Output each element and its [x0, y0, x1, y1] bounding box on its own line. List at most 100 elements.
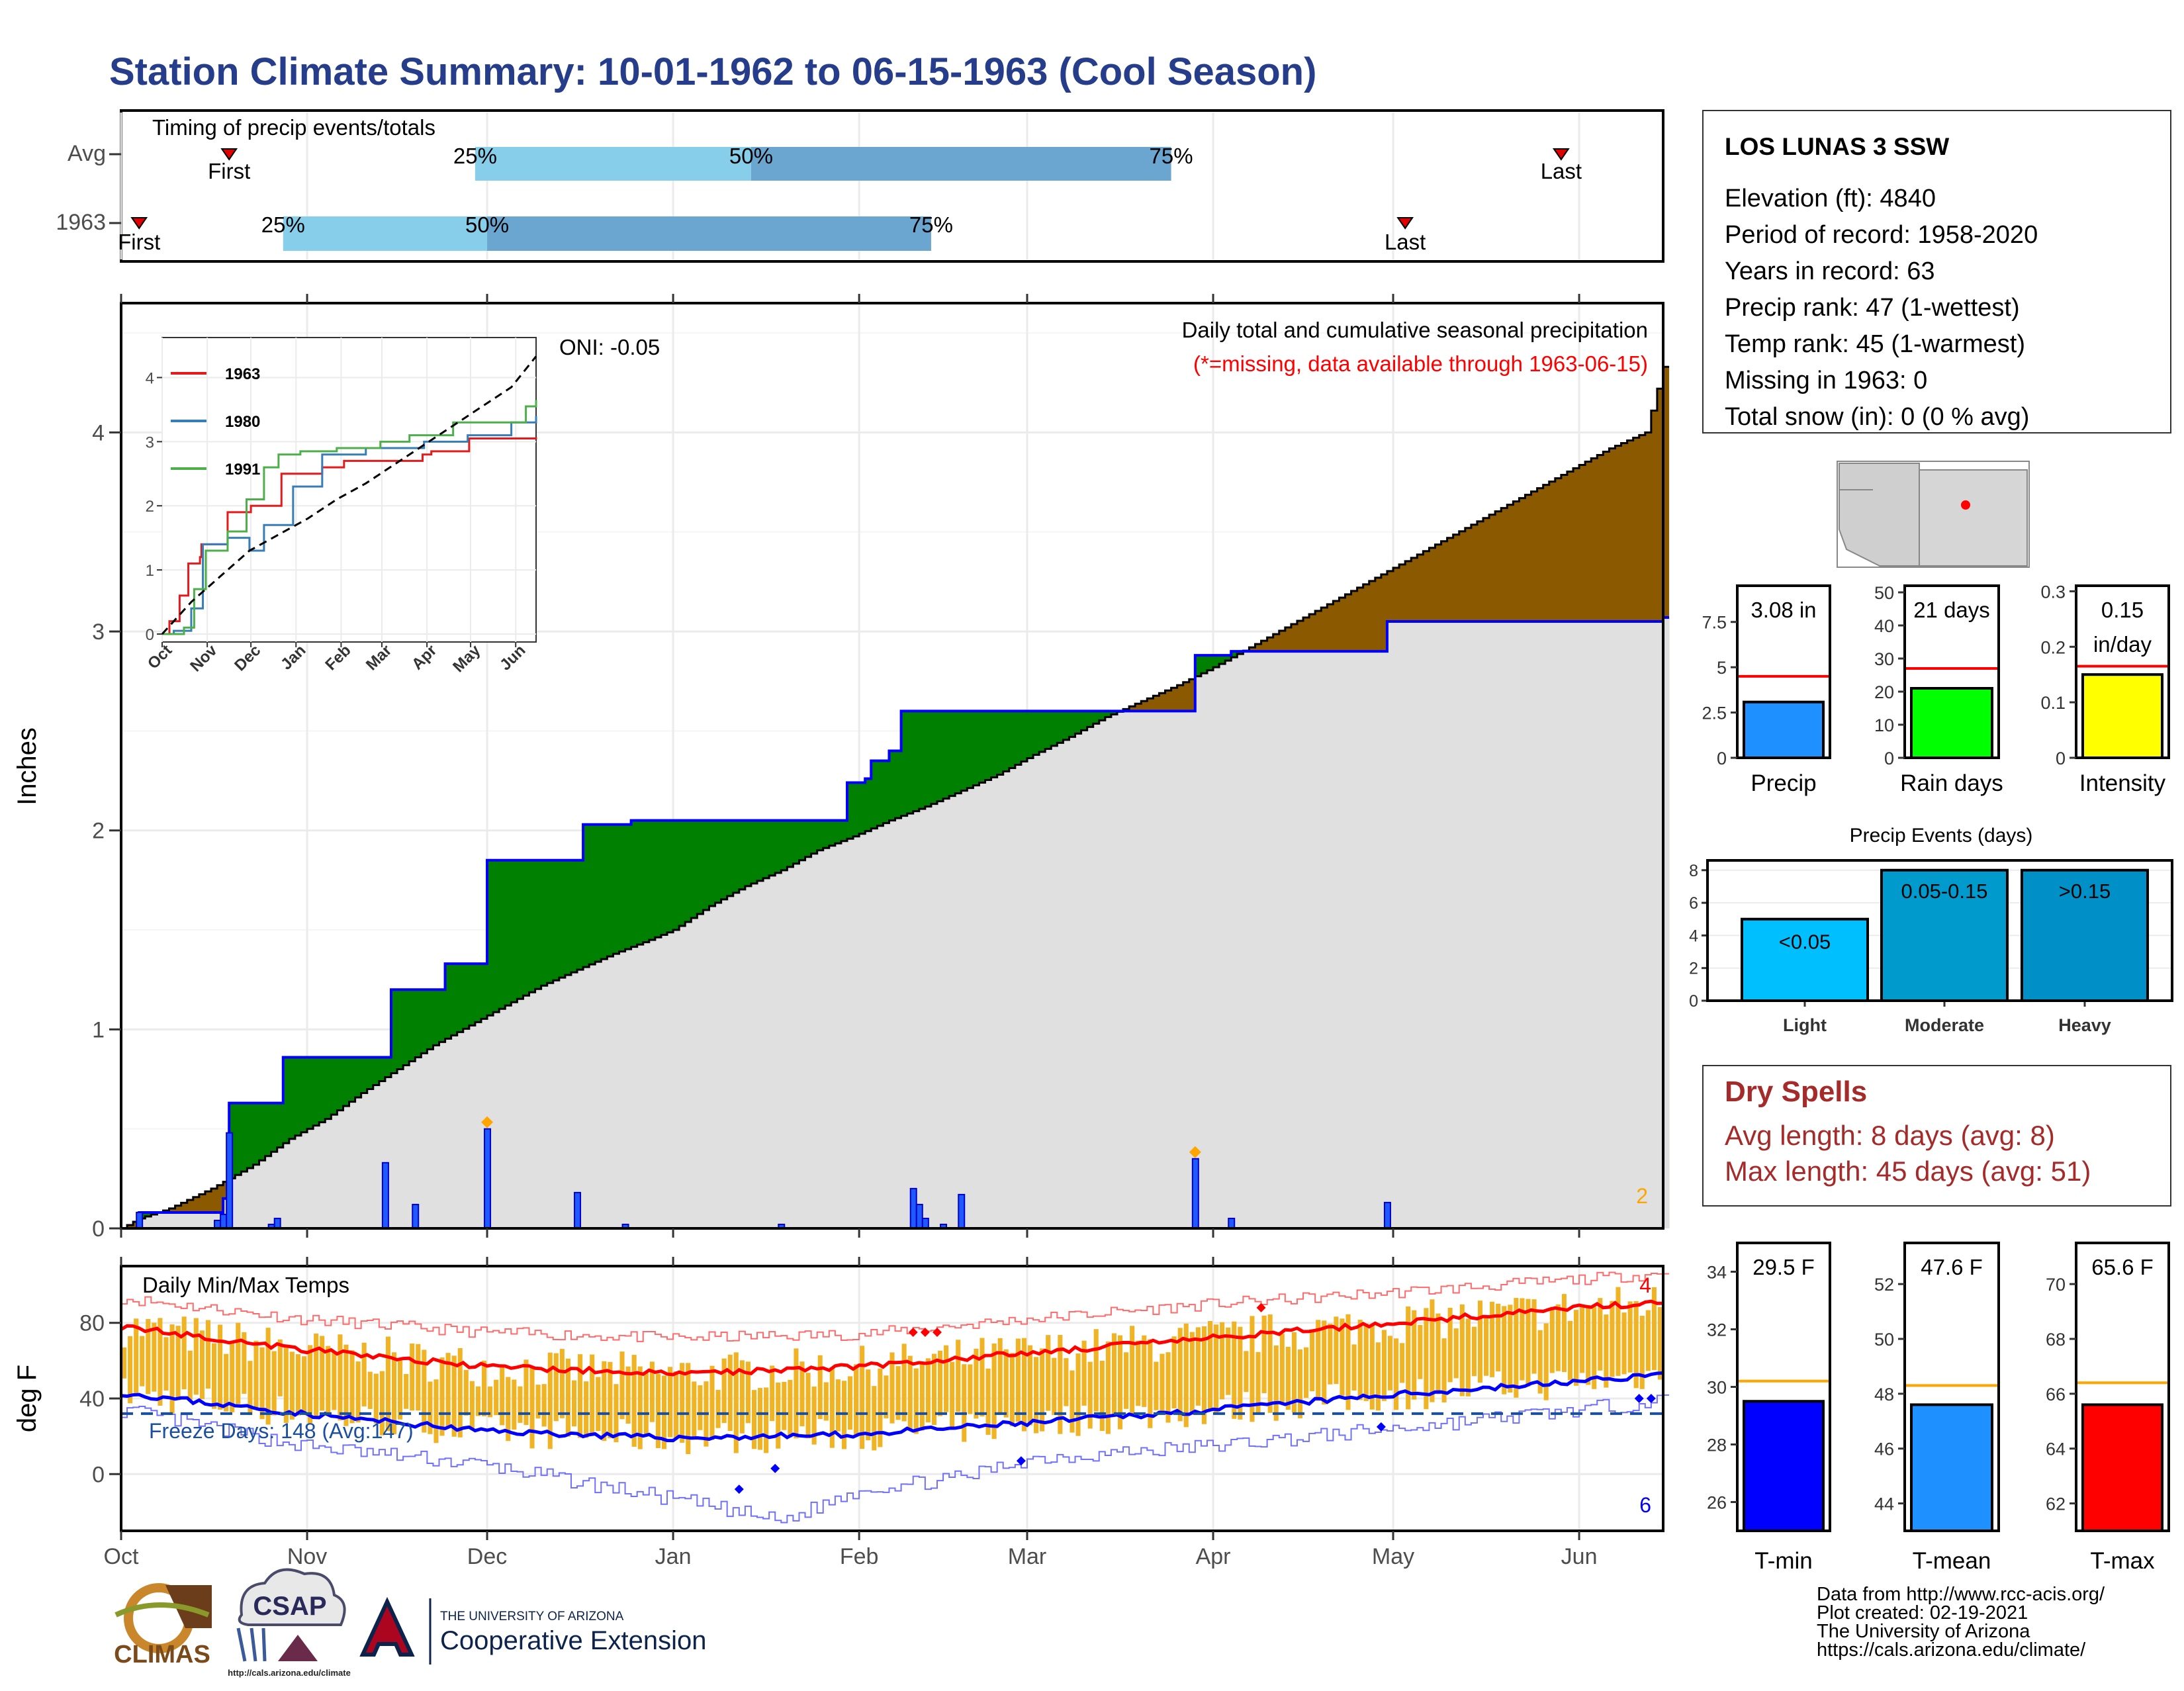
summary-y-tick-label: 0: [2056, 749, 2066, 768]
timing-grid: [120, 113, 1580, 259]
temp-daily-bar: [1340, 1318, 1345, 1396]
temp-daily-bar: [1064, 1358, 1069, 1406]
temp-daily-bar: [1285, 1346, 1291, 1410]
summary-category-label: Precip: [1751, 770, 1816, 796]
station-info-frame: [1702, 110, 2171, 434]
temp-daily-bar: [1418, 1324, 1423, 1379]
summary-y-tick-label: 44: [1874, 1494, 1894, 1514]
tmax-record-line: [121, 1271, 1670, 1342]
temp-daily-bar: [1334, 1316, 1339, 1385]
summary-y-tick-label: 0.1: [2040, 693, 2066, 713]
temp-daily-bar: [242, 1332, 247, 1394]
summary-y-tick-label: 50: [1874, 583, 1894, 603]
summary-category-label: T-min: [1754, 1548, 1813, 1574]
daily-precip-bar: [136, 1211, 144, 1229]
month-label: Oct: [104, 1544, 139, 1569]
timing-bars: 25% 50% 75% First Last 25% 50% 75% First Last: [109, 144, 1582, 254]
temp-daily-bar: [445, 1353, 451, 1428]
temp-daily-bar: [404, 1374, 409, 1409]
temp-daily-bar: [776, 1382, 781, 1449]
temp-daily-bar: [1130, 1326, 1135, 1414]
station-info-box: LOS LUNAS 3 SSW Elevation (ft): 4840 Per…: [1702, 110, 2171, 434]
timing-bar-q2: [283, 216, 488, 251]
temp-daily-bar: [1639, 1316, 1645, 1389]
temp-daily-bar: [745, 1361, 751, 1424]
temp-daily-bar: [236, 1322, 241, 1404]
temp-daily-bar: [1214, 1324, 1219, 1413]
temp-daily-bar: [559, 1349, 565, 1418]
temp-top-note: 4: [1639, 1273, 1651, 1297]
temp-daily-bar: [289, 1351, 295, 1420]
csap-url-text: http://cals.arizona.edu/climate: [228, 1668, 351, 1678]
temp-daily-bar: [1207, 1320, 1213, 1410]
temp-daily-bar: [565, 1358, 570, 1437]
summary-value-label: in/day: [2093, 632, 2152, 657]
temp-daily-bar: [991, 1343, 997, 1440]
temp-x-ticks: Oct Nov Dec Jan Feb Mar Apr May Jun: [104, 1257, 1597, 1569]
temp-daily-bar: [1555, 1304, 1561, 1371]
temp-daily-bar: [794, 1348, 799, 1439]
temp-daily-bar: [338, 1334, 343, 1421]
temp-daily-bar: [907, 1355, 913, 1429]
temp-daily-bar: [1099, 1360, 1105, 1432]
temp-daily-bar: [866, 1369, 871, 1441]
station-line-temp-rank: Temp rank: 45 (1-warmest): [1725, 330, 2025, 358]
summary-category-label: Intensity: [2079, 770, 2166, 796]
temp-daily-bar: [1087, 1361, 1093, 1429]
daily-precip-bar: [273, 1217, 281, 1230]
precip-panel: 0 1 2 3 4 Daily total and cumulative seasona…: [13, 294, 1670, 1242]
month-label: Dec: [467, 1544, 507, 1569]
temp-daily-bar: [1052, 1357, 1057, 1416]
temp-daily-bar: [979, 1338, 985, 1417]
timing-bar-q3: [487, 216, 931, 251]
summary-y-tick-label: 0: [1717, 749, 1727, 768]
summary-y-tick-label: 0: [1884, 749, 1894, 768]
temp-daily-bar: [175, 1326, 181, 1400]
temp-daily-bar: [602, 1361, 607, 1441]
temp-daily-bar: [584, 1381, 589, 1438]
precip-y-tick-label: 3: [92, 619, 105, 645]
temp-daily-bar: [1514, 1298, 1519, 1398]
temp-daily-bar: [1261, 1315, 1267, 1394]
temp-daily-bar: [301, 1356, 307, 1413]
summary-bar: [1743, 1400, 1825, 1532]
summary-value-label: 3.08 in: [1751, 598, 1816, 622]
temp-daily-bar: [1195, 1327, 1201, 1406]
temp-daily-bar: [841, 1381, 847, 1449]
summary-bar: [2081, 673, 2163, 759]
temp-daily-bar: [1345, 1314, 1351, 1410]
temp-daily-bar: [919, 1361, 925, 1431]
daily-precip-bar: [921, 1217, 929, 1230]
timing-marker-label: First: [118, 230, 160, 254]
temp-daily-bar: [968, 1364, 973, 1414]
tmin-record-line: [121, 1394, 1670, 1524]
temp-daily-bar: [1604, 1314, 1609, 1388]
temp-daily-bar: [596, 1377, 601, 1432]
temp-daily-bar: [913, 1368, 919, 1434]
tmax-avg-line: [120, 1299, 1664, 1377]
temp-daily-bar: [895, 1366, 901, 1420]
temp-daily-bar: [1165, 1352, 1171, 1423]
inset-series-line: [162, 437, 537, 635]
temp-daily-bar: [271, 1351, 277, 1416]
station-line-precip-rank: Precip rank: 47 (1-wettest): [1725, 294, 2020, 322]
record-marker: [932, 1328, 942, 1337]
temp-daily-bar: [637, 1366, 643, 1449]
temp-daily-bar: [1610, 1301, 1615, 1377]
daily-precip-bar: [909, 1187, 917, 1230]
temp-daily-bar: [1034, 1357, 1039, 1434]
temp-daily-bar: [1171, 1336, 1177, 1408]
temp-daily-bar: [1412, 1310, 1417, 1400]
logos: CLIMAS CSAP http://cals.arizona.edu/clim…: [114, 1568, 706, 1678]
record-marker: [1634, 1394, 1644, 1403]
temp-daily-bar: [1580, 1306, 1585, 1373]
daily-precip-bar: [915, 1203, 923, 1230]
temp-daily-bar: [721, 1358, 727, 1424]
temp-daily-bar: [817, 1355, 823, 1420]
temp-daily-bar: [1081, 1340, 1087, 1406]
timing-caption: Timing of precip events/totals: [152, 115, 435, 140]
daily-precip-bar: [220, 1213, 228, 1229]
temp-daily-bar: [578, 1354, 583, 1438]
temp-daily-bar: [1453, 1328, 1459, 1379]
